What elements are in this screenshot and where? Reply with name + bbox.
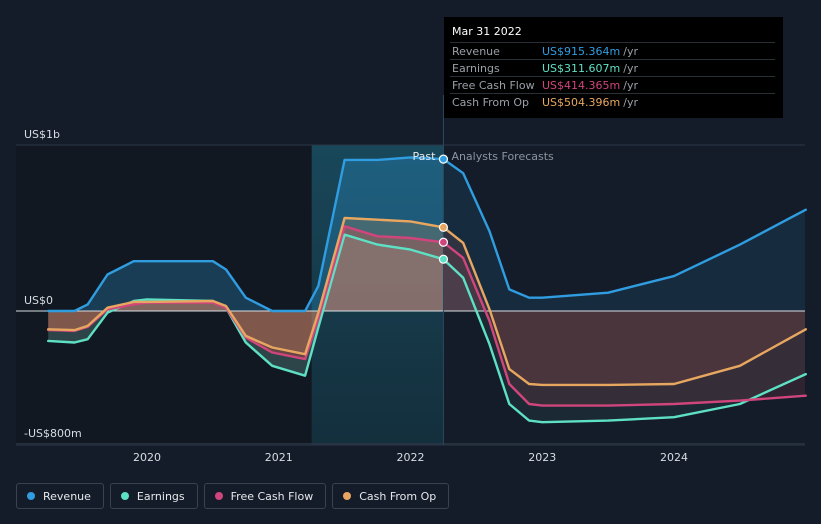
legend-item-free-cash-flow[interactable]: Free Cash Flow [203, 483, 327, 509]
legend-label: Revenue [43, 489, 91, 503]
tooltip-row-free-cash-flow: Free Cash Flow US$414.365m/yr [450, 76, 775, 94]
tooltip-row-earnings: Earnings US$311.607m/yr [450, 59, 775, 77]
legend-item-cash-from-op[interactable]: Cash From Op [332, 483, 450, 509]
y-axis-label: US$1b [24, 128, 60, 141]
tooltip-value: US$414.365m/yr [542, 79, 638, 92]
tooltip-row-revenue: Revenue US$915.364m/yr [450, 42, 775, 60]
legend-label: Earnings [136, 489, 185, 503]
area-revenue-past [48, 157, 444, 311]
y-axis-label: US$0 [24, 294, 53, 307]
marker-cash-from-op [438, 222, 449, 232]
legend-item-revenue[interactable]: Revenue [16, 483, 104, 509]
x-tick-label: 2022 [397, 451, 425, 464]
x-tick-label: 2021 [265, 451, 293, 464]
area-earnings-past [48, 234, 444, 376]
legend-label: Free Cash Flow [230, 489, 314, 503]
tooltip-label: Revenue [452, 45, 500, 58]
tooltip-row-cash-from-op: Cash From Op US$504.396m/yr [450, 93, 775, 111]
line-cash-from-op [47, 216, 807, 387]
marker-earnings [438, 254, 449, 264]
tooltip-label: Free Cash Flow [452, 79, 535, 92]
legend-item-earnings[interactable]: Earnings [109, 483, 198, 509]
area-cash-from-op-forecast [443, 227, 805, 385]
area-cash-from-op-past [48, 218, 444, 355]
marker-free-cash-flow [438, 237, 449, 247]
area-earnings-forecast [443, 259, 805, 423]
legend-dot-icon [343, 492, 352, 500]
legend-dot-icon [214, 492, 223, 500]
x-tick-label: 2024 [660, 451, 688, 464]
line-revenue [47, 156, 807, 313]
legend-dot-icon [120, 492, 129, 500]
tooltip-date: Mar 31 2022 [452, 25, 522, 38]
area-free-cash-flow-forecast [443, 242, 805, 406]
legend: Revenue Earnings Free Cash Flow Cash Fro… [16, 483, 450, 511]
x-tick-label: 2020 [133, 451, 161, 464]
highlight-band [311, 145, 444, 445]
area-revenue-forecast [443, 159, 805, 311]
tooltip-label: Cash From Op [452, 96, 530, 109]
tooltip-value: US$311.607m/yr [542, 62, 638, 75]
forecast-label: Analysts Forecasts [451, 150, 554, 163]
tooltip-label: Earnings [452, 62, 500, 75]
y-axis-label: -US$800m [24, 427, 82, 440]
tooltip-value: US$504.396m/yr [542, 96, 638, 109]
legend-dot-icon [27, 492, 35, 500]
marker-revenue [438, 154, 449, 164]
past-label: Past [413, 150, 437, 163]
line-free-cash-flow [47, 225, 807, 407]
tooltip-value: US$915.364m/yr [542, 45, 638, 58]
legend-label: Cash From Op [359, 489, 437, 503]
tooltip: Mar 31 2022 Revenue US$915.364m/yr Earni… [444, 17, 783, 118]
x-tick-label: 2023 [528, 451, 556, 464]
area-free-cash-flow-past [48, 226, 444, 360]
